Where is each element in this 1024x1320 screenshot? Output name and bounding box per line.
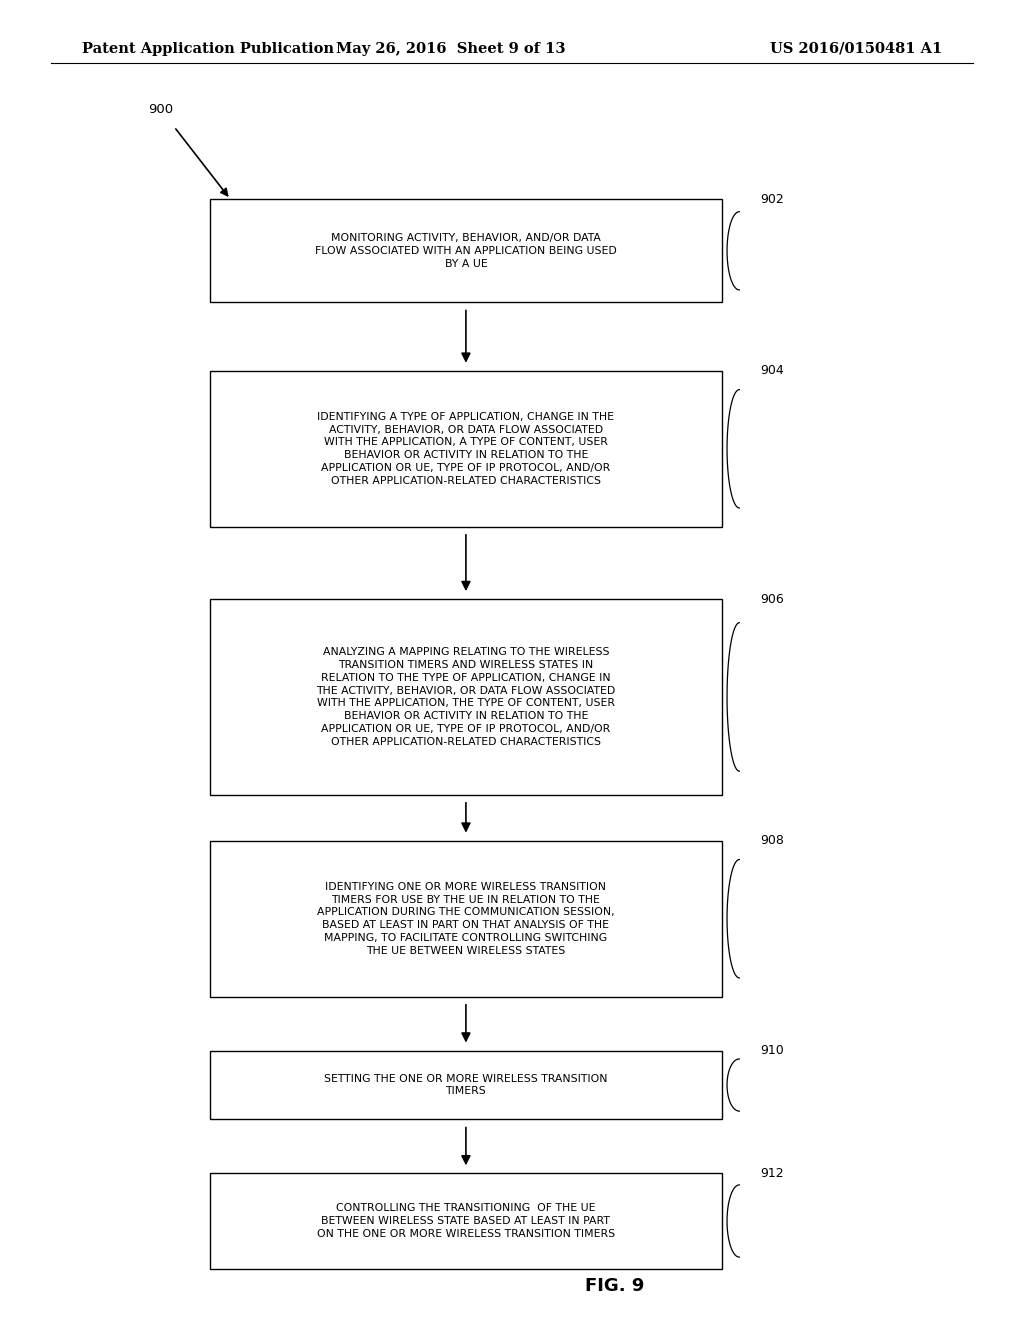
Text: 906: 906 [760,593,783,606]
Text: MONITORING ACTIVITY, BEHAVIOR, AND/OR DATA
FLOW ASSOCIATED WITH AN APPLICATION B: MONITORING ACTIVITY, BEHAVIOR, AND/OR DA… [315,234,616,268]
Text: FIG. 9: FIG. 9 [585,1276,644,1295]
Text: IDENTIFYING ONE OR MORE WIRELESS TRANSITION
TIMERS FOR USE BY THE UE IN RELATION: IDENTIFYING ONE OR MORE WIRELESS TRANSIT… [317,882,614,956]
Text: 908: 908 [760,834,783,847]
FancyBboxPatch shape [210,599,722,795]
Text: 910: 910 [760,1044,783,1057]
Text: SETTING THE ONE OR MORE WIRELESS TRANSITION
TIMERS: SETTING THE ONE OR MORE WIRELESS TRANSIT… [325,1073,607,1097]
FancyBboxPatch shape [210,841,722,997]
Text: IDENTIFYING A TYPE OF APPLICATION, CHANGE IN THE
ACTIVITY, BEHAVIOR, OR DATA FLO: IDENTIFYING A TYPE OF APPLICATION, CHANG… [317,412,614,486]
Text: 900: 900 [148,103,174,116]
FancyBboxPatch shape [210,199,722,302]
Text: US 2016/0150481 A1: US 2016/0150481 A1 [770,42,942,55]
Text: Patent Application Publication: Patent Application Publication [82,42,334,55]
FancyBboxPatch shape [210,371,722,527]
Text: CONTROLLING THE TRANSITIONING  OF THE UE
BETWEEN WIRELESS STATE BASED AT LEAST I: CONTROLLING THE TRANSITIONING OF THE UE … [316,1204,615,1238]
Text: ANALYZING A MAPPING RELATING TO THE WIRELESS
TRANSITION TIMERS AND WIRELESS STAT: ANALYZING A MAPPING RELATING TO THE WIRE… [316,647,615,747]
FancyBboxPatch shape [210,1051,722,1119]
Text: 902: 902 [760,193,783,206]
Text: May 26, 2016  Sheet 9 of 13: May 26, 2016 Sheet 9 of 13 [336,42,565,55]
Text: 904: 904 [760,364,783,378]
Text: 912: 912 [760,1167,783,1180]
FancyBboxPatch shape [210,1173,722,1269]
